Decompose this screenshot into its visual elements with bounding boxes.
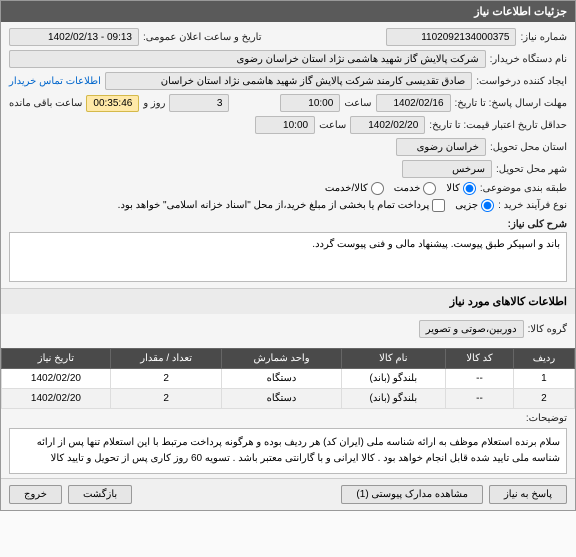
table-header: نام کالا bbox=[341, 349, 446, 369]
notes-text: سلام برنده استعلام موظف به ارائه شناسه م… bbox=[9, 428, 567, 474]
city-value: سرخس bbox=[402, 160, 492, 178]
category-radio-group: کالا خدمت کالا/خدمت bbox=[325, 182, 476, 195]
deadline-date: 1402/02/16 bbox=[376, 94, 451, 112]
cat-goods-label: کالا bbox=[446, 183, 460, 194]
time-label-1: ساعت bbox=[344, 98, 371, 109]
exit-button[interactable]: خروج bbox=[9, 485, 62, 504]
need-no-label: شماره نیاز: bbox=[520, 32, 567, 43]
buy-process-label: نوع فرآیند خرید : bbox=[498, 200, 567, 211]
bp-partial-radio[interactable] bbox=[481, 199, 494, 212]
notes-label: توضیحات: bbox=[526, 413, 567, 424]
buyer-value: شرکت پالایش گاز شهید هاشمی نژاد استان خر… bbox=[9, 50, 486, 68]
table-cell: 2 bbox=[110, 369, 222, 389]
desc-label: شرح کلی نیاز: bbox=[508, 219, 567, 230]
table-row[interactable]: 2--بلندگو (باند)دستگاه21402/02/20 bbox=[2, 389, 575, 409]
table-cell: 1 bbox=[513, 369, 574, 389]
table-header: تاریخ نیاز bbox=[2, 349, 111, 369]
table-cell: 1402/02/20 bbox=[2, 389, 111, 409]
table-cell: 2 bbox=[513, 389, 574, 409]
goods-group-label: گروه کالا: bbox=[528, 324, 567, 335]
cat-service-option[interactable]: خدمت bbox=[394, 182, 437, 195]
table-header: واحد شمارش bbox=[222, 349, 341, 369]
requester-label: ایجاد کننده درخواست: bbox=[476, 76, 567, 87]
validity-time: 10:00 bbox=[255, 116, 315, 134]
countdown-timer: 00:35:46 bbox=[86, 95, 139, 112]
cat-both-option[interactable]: کالا/خدمت bbox=[325, 182, 384, 195]
days-count: 3 bbox=[169, 94, 229, 112]
contact-link[interactable]: اطلاعات تماس خریدار bbox=[9, 76, 101, 87]
table-cell: دستگاه bbox=[222, 389, 341, 409]
need-no-value: 1102092134000375 bbox=[386, 28, 516, 46]
requester-value: صادق تقدیسی کارمند شرکت پالایش گاز شهید … bbox=[105, 72, 472, 90]
buy-process-group: جزیی پرداخت تمام یا بخشی از مبلغ خرید،از… bbox=[118, 199, 494, 212]
table-row[interactable]: 1--بلندگو (باند)دستگاه21402/02/20 bbox=[2, 369, 575, 389]
remaining-label: ساعت باقی مانده bbox=[9, 98, 82, 109]
cat-goods-radio[interactable] bbox=[463, 182, 476, 195]
goods-group-value: دوربین،صوتی و تصویر bbox=[419, 320, 524, 338]
table-header: کد کالا bbox=[446, 349, 514, 369]
validity-date: 1402/02/20 bbox=[350, 116, 425, 134]
validity-label: حداقل تاریخ اعتبار قیمت: تا تاریخ: bbox=[429, 120, 567, 131]
bp-partial-option[interactable]: جزیی bbox=[455, 199, 494, 212]
province-label: استان محل تحویل: bbox=[490, 142, 567, 153]
goods-section-title: اطلاعات کالاهای مورد نیاز bbox=[1, 288, 575, 314]
cat-goods-option[interactable]: کالا bbox=[446, 182, 476, 195]
attachments-button[interactable]: مشاهده مدارک پیوستی (1) bbox=[341, 485, 483, 504]
reply-button[interactable]: پاسخ به نیاز bbox=[489, 485, 567, 504]
days-suffix: روز و bbox=[143, 98, 165, 109]
bp-note-checkbox[interactable] bbox=[432, 199, 445, 212]
table-cell: -- bbox=[446, 369, 514, 389]
cat-both-label: کالا/خدمت bbox=[325, 183, 368, 194]
city-label: شهر محل تحویل: bbox=[496, 164, 567, 175]
cat-both-radio[interactable] bbox=[371, 182, 384, 195]
cat-service-label: خدمت bbox=[394, 183, 421, 194]
table-cell: بلندگو (باند) bbox=[341, 389, 446, 409]
announce-value: 09:13 - 1402/02/13 bbox=[9, 28, 139, 46]
table-cell: 2 bbox=[110, 389, 222, 409]
desc-text: باند و اسپیکر طبق پیوست. پیشنهاد مالی و … bbox=[9, 232, 567, 282]
table-header: تعداد / مقدار bbox=[110, 349, 222, 369]
table-cell: بلندگو (باند) bbox=[341, 369, 446, 389]
table-cell: -- bbox=[446, 389, 514, 409]
time-label-2: ساعت bbox=[319, 120, 346, 131]
table-cell: دستگاه bbox=[222, 369, 341, 389]
deadline-label: مهلت ارسال پاسخ: تا تاریخ: bbox=[455, 98, 567, 109]
panel-header: جزئیات اطلاعات نیاز bbox=[1, 1, 575, 22]
deadline-time: 10:00 bbox=[280, 94, 340, 112]
back-button[interactable]: بازگشت bbox=[68, 485, 132, 504]
province-value: خراسان رضوی bbox=[396, 138, 486, 156]
buyer-label: نام دستگاه خریدار: bbox=[490, 54, 567, 65]
table-cell: 1402/02/20 bbox=[2, 369, 111, 389]
category-label: طبقه بندی موضوعی: bbox=[480, 183, 567, 194]
table-header: ردیف bbox=[513, 349, 574, 369]
goods-table: ردیفکد کالانام کالاواحد شمارشتعداد / مقد… bbox=[1, 348, 575, 409]
bp-note-option[interactable]: پرداخت تمام یا بخشی از مبلغ خرید،از محل … bbox=[118, 199, 446, 212]
bp-partial-label: جزیی bbox=[455, 200, 478, 211]
bp-note-label: پرداخت تمام یا بخشی از مبلغ خرید،از محل … bbox=[118, 200, 430, 211]
cat-service-radio[interactable] bbox=[423, 182, 436, 195]
announce-label: تاریخ و ساعت اعلان عمومی: bbox=[143, 32, 262, 43]
